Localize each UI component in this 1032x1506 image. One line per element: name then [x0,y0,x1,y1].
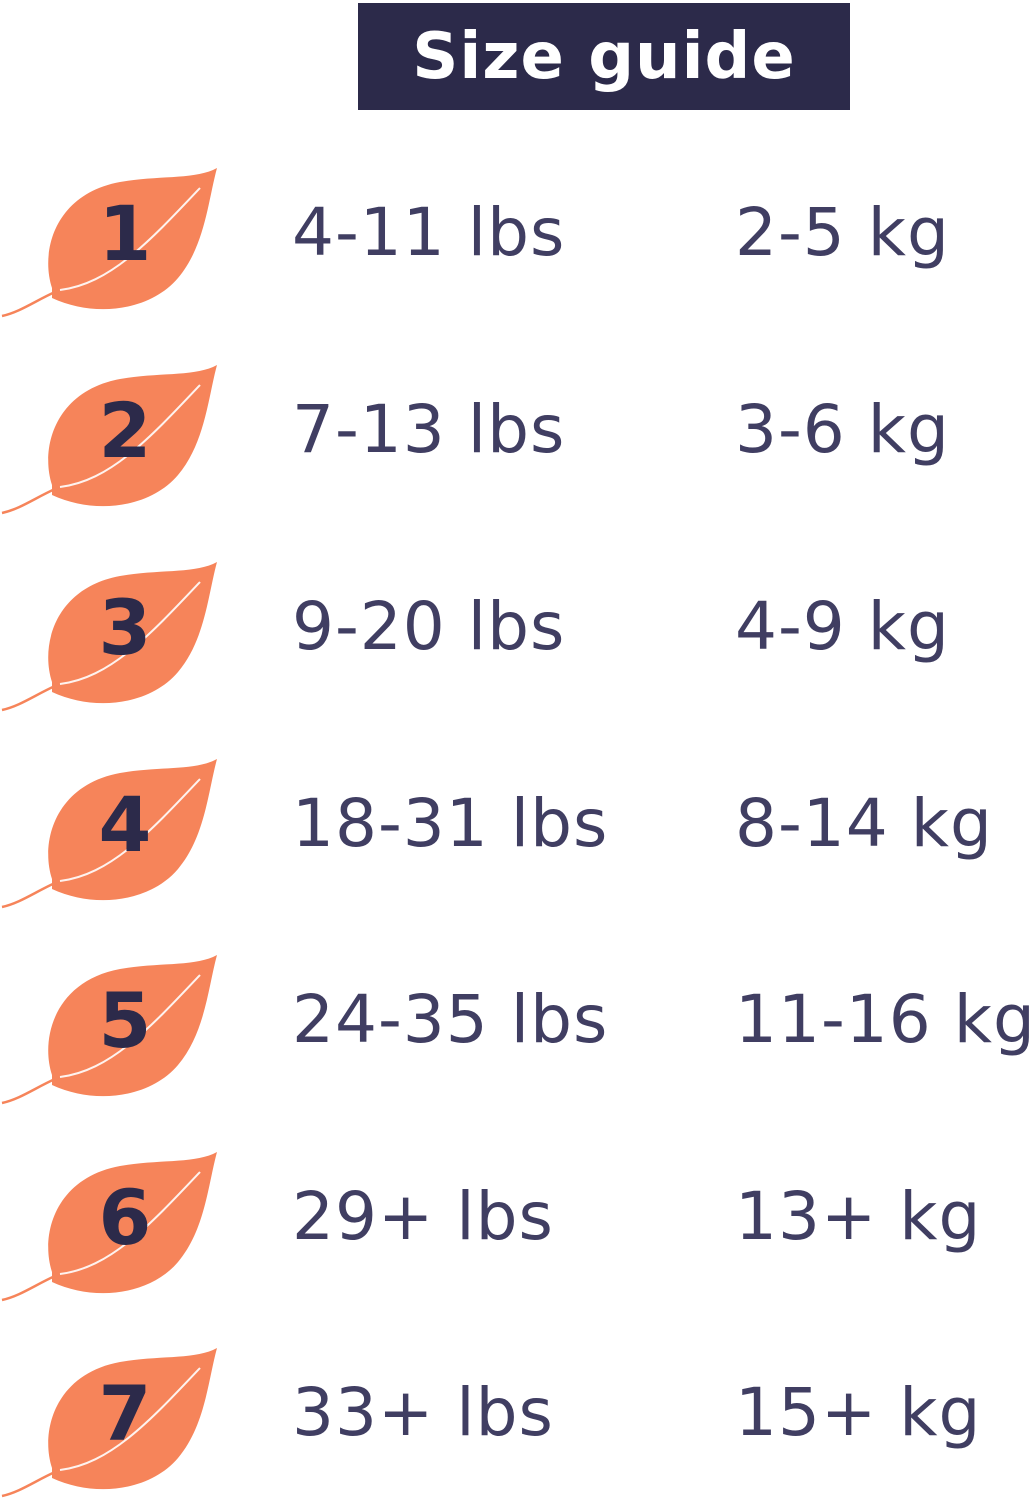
size-row: 6 29+ lbs 13+ kg [0,1150,1032,1310]
weight-lbs: 7-13 lbs [292,391,566,468]
weight-kg: 11-16 kg [735,981,1032,1058]
weight-lbs: 9-20 lbs [292,588,566,665]
leaf-icon [1,1152,218,1302]
leaf-icon [1,562,218,712]
size-number: 3 [98,583,152,672]
size-number: 1 [98,189,152,278]
weight-kg: 4-9 kg [735,588,950,665]
leaf-icon [1,168,218,318]
weight-kg: 3-6 kg [735,391,950,468]
size-number: 5 [98,976,152,1065]
size-row: 3 9-20 lbs 4-9 kg [0,560,1032,720]
size-row: 5 24-35 lbs 11-16 kg [0,953,1032,1113]
size-row: 1 4-11 lbs 2-5 kg [0,166,1032,326]
size-number: 7 [98,1369,152,1458]
size-number: 2 [98,386,152,475]
size-number: 6 [98,1173,152,1262]
weight-kg: 15+ kg [735,1374,982,1451]
weight-kg: 8-14 kg [735,785,993,862]
weight-lbs: 24-35 lbs [292,981,609,1058]
weight-lbs: 29+ lbs [292,1178,554,1255]
weight-lbs: 18-31 lbs [292,785,609,862]
size-row: 7 33+ lbs 15+ kg [0,1346,1032,1506]
size-row: 4 18-31 lbs 8-14 kg [0,757,1032,917]
leaf-icon [1,365,218,515]
size-number: 4 [98,780,152,869]
size-row: 2 7-13 lbs 3-6 kg [0,363,1032,523]
weight-kg: 2-5 kg [735,194,950,271]
page-title: Size guide [358,3,850,110]
weight-kg: 13+ kg [735,1178,982,1255]
leaf-icon [1,955,218,1105]
weight-lbs: 33+ lbs [292,1374,554,1451]
leaf-icon [1,759,218,909]
leaf-icon [1,1348,218,1498]
weight-lbs: 4-11 lbs [292,194,566,271]
